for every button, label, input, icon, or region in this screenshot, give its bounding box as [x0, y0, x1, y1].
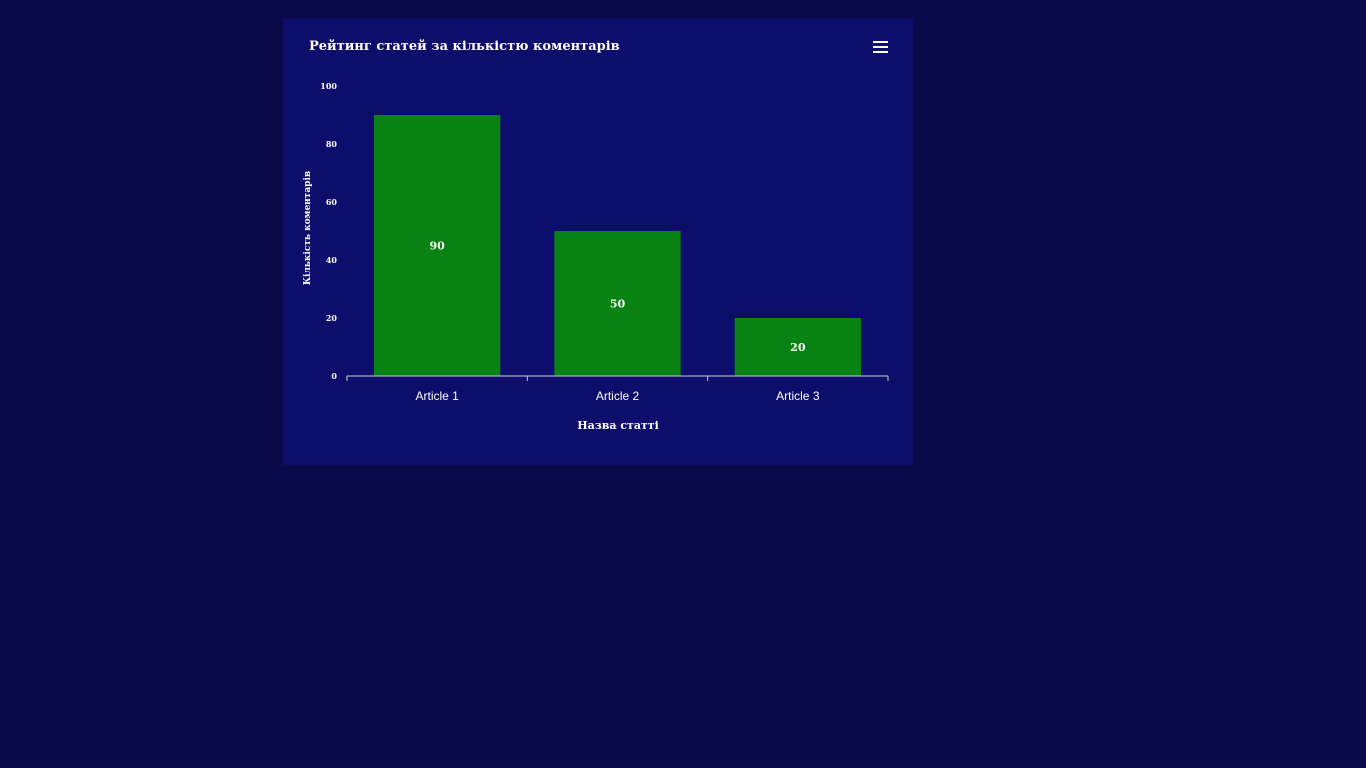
x-tick-label: Article 2: [596, 389, 640, 403]
y-tick-label: 60: [326, 197, 338, 207]
bar-value-label: 20: [790, 341, 806, 354]
chart-container: Рейтинг статей за кількістю коментарів 0…: [283, 19, 913, 465]
y-tick-label: 0: [331, 371, 337, 381]
bar[interactable]: [734, 318, 861, 376]
y-tick-label: 20: [326, 313, 338, 323]
y-tick-label: 100: [320, 81, 337, 91]
chart-title: Рейтинг статей за кількістю коментарів: [309, 39, 620, 54]
bars-group: 90 50 20: [374, 115, 861, 376]
x-tick-label: Article 3: [776, 389, 820, 403]
y-axis: 0 20 40 60 80 100: [320, 81, 337, 381]
bar-value-label: 50: [610, 298, 626, 311]
x-tick-label: Article 1: [415, 389, 459, 403]
hamburger-menu-icon[interactable]: [871, 37, 891, 57]
y-tick-label: 40: [326, 255, 338, 265]
bar-value-label: 90: [430, 240, 446, 253]
x-axis: Article 1 Article 2 Article 3: [346, 375, 889, 403]
y-axis-title: Кількість коментарів: [303, 171, 313, 285]
y-tick-label: 80: [326, 139, 338, 149]
bar[interactable]: [554, 231, 681, 376]
bar[interactable]: [374, 115, 501, 376]
x-axis-title: Назва статті: [577, 419, 659, 432]
